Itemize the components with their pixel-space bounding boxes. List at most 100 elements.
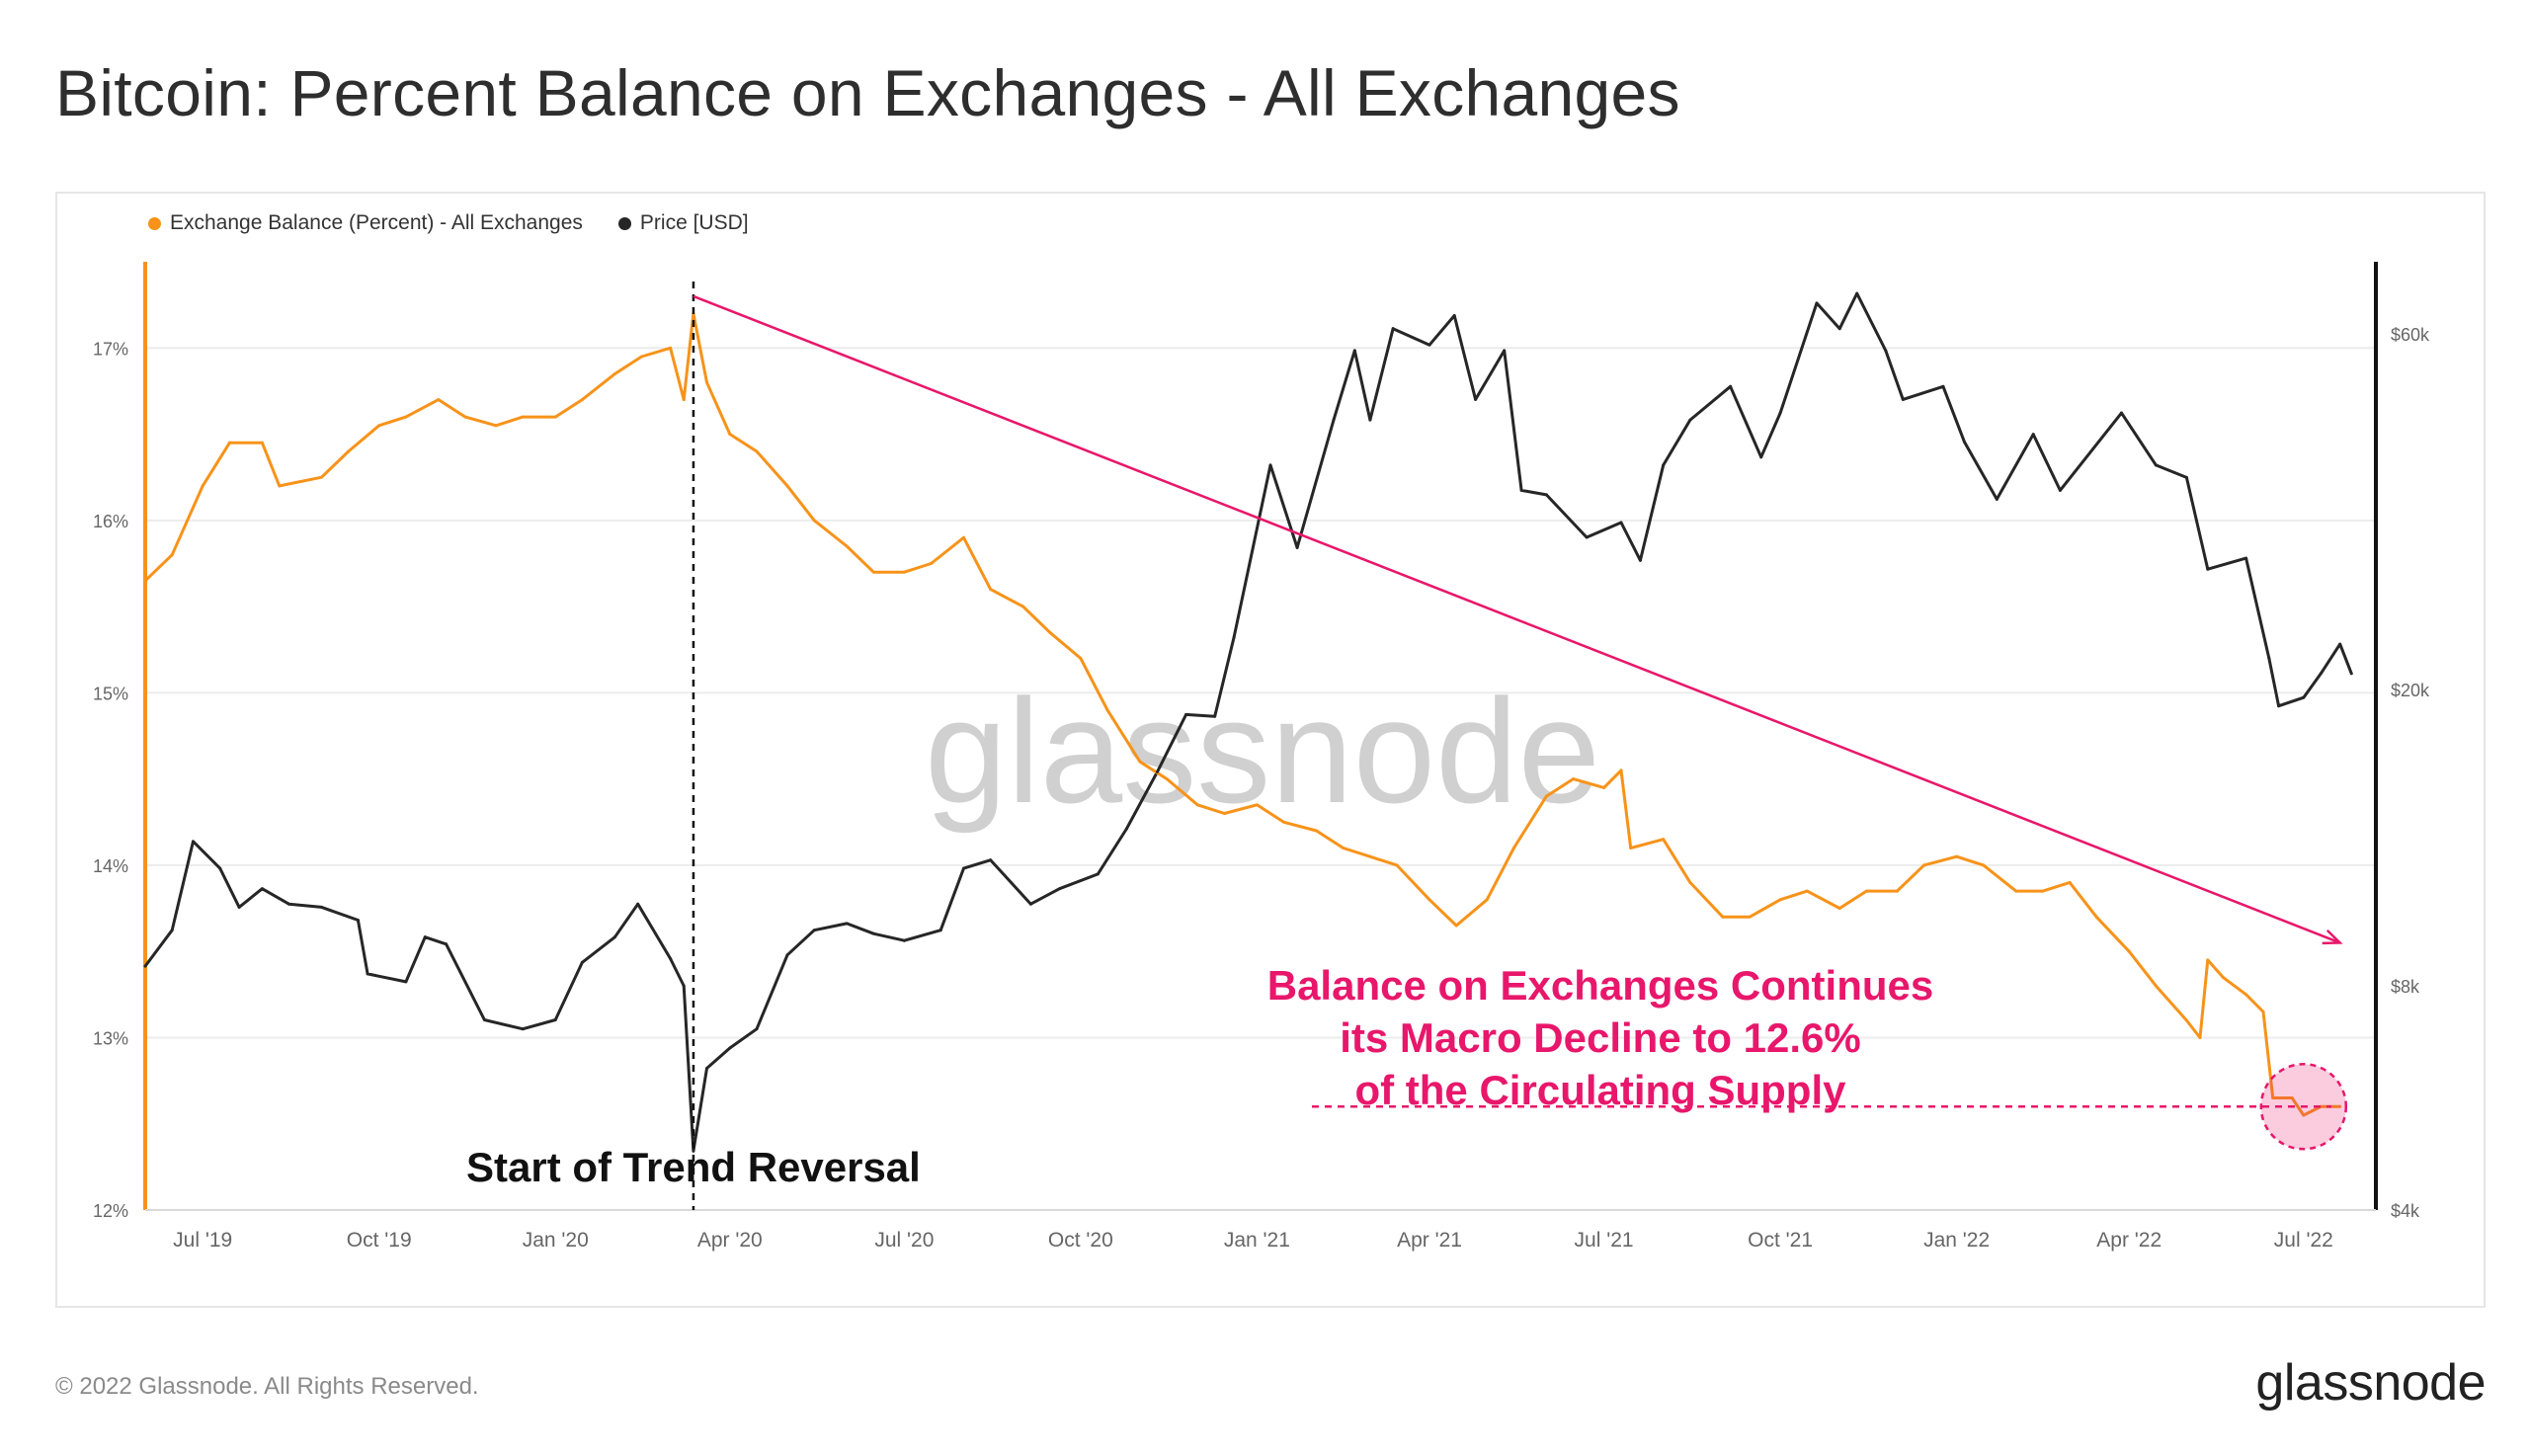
- data-point-balance: [1619, 768, 1623, 772]
- data-point-balance: [1195, 803, 1199, 807]
- data-point-balance: [463, 415, 467, 419]
- data-point-price: [962, 866, 966, 870]
- data-point-price: [902, 938, 906, 942]
- data-point-balance: [612, 371, 616, 375]
- x-tick-label: Jul '22: [2274, 1229, 2333, 1252]
- data-point-price: [1901, 397, 1905, 401]
- data-point-price: [2154, 463, 2158, 467]
- data-point-balance: [1982, 863, 1986, 867]
- callout-text: its Macro Decline to 12.6%: [1340, 1014, 1861, 1061]
- data-point-price: [705, 1066, 709, 1070]
- data-point-balance: [728, 433, 732, 437]
- data-point-balance: [2271, 1096, 2275, 1100]
- data-point-price: [1452, 314, 1456, 318]
- data-point-balance: [2221, 975, 2225, 979]
- event-label: Start of Trend Reversal: [466, 1144, 921, 1190]
- data-point-price: [1428, 343, 1431, 347]
- x-tick-label: Apr '20: [697, 1229, 763, 1252]
- x-tick-label: Jan '22: [1923, 1229, 1990, 1252]
- y-left-tick-label: 15%: [93, 684, 128, 703]
- data-point-price: [1662, 463, 1666, 467]
- data-point-price: [1352, 349, 1356, 353]
- x-tick-label: Jul '20: [874, 1229, 934, 1252]
- data-point-balance: [1837, 907, 1841, 911]
- y-left-tick-label: 16%: [93, 512, 128, 531]
- data-point-price: [2338, 642, 2342, 646]
- y-left-tick-label: 12%: [93, 1201, 128, 1221]
- footer-copyright: © 2022 Glassnode. All Rights Reserved.: [55, 1373, 479, 1400]
- data-point-balance: [580, 398, 584, 402]
- highlight-circle: [2259, 1063, 2348, 1151]
- data-point-balance: [2206, 958, 2210, 962]
- data-point-price: [1295, 545, 1299, 549]
- data-point-balance: [1342, 846, 1346, 849]
- data-point-price: [1815, 301, 1819, 305]
- y-right-tick-label: $60k: [2391, 325, 2430, 345]
- data-point-price: [612, 935, 616, 939]
- data-point-balance: [962, 535, 966, 539]
- data-point-balance: [347, 449, 351, 453]
- footer-logo[interactable]: glassnode: [2255, 1354, 2486, 1412]
- x-tick-label: Oct '21: [1748, 1229, 1813, 1252]
- data-point-price: [845, 922, 849, 926]
- series-lines: [143, 291, 2353, 1153]
- data-point-price: [1184, 712, 1188, 716]
- data-point-balance: [1485, 898, 1489, 902]
- data-point-price: [728, 1046, 732, 1050]
- data-point-price: [669, 957, 673, 961]
- data-point-price: [445, 942, 449, 946]
- data-point-balance: [1922, 863, 1926, 867]
- legend-item-balance[interactable]: Exchange Balance (Percent) - All Exchang…: [148, 211, 583, 235]
- x-tick-label: Oct '20: [1048, 1229, 1113, 1252]
- legend-dot-balance: [148, 216, 161, 230]
- data-point-balance: [755, 449, 759, 453]
- data-point-price: [482, 1017, 486, 1021]
- data-point-balance: [1138, 760, 1142, 764]
- data-point-price: [320, 905, 324, 909]
- data-point-price: [2184, 475, 2188, 479]
- data-point-balance: [1688, 880, 1692, 884]
- data-point-balance: [2127, 949, 2131, 953]
- data-point-balance: [437, 398, 441, 402]
- x-tick-label: Jan '21: [1224, 1229, 1290, 1252]
- data-point-balance: [1368, 854, 1372, 858]
- data-point-price: [2302, 695, 2306, 699]
- data-point-balance: [1428, 898, 1431, 902]
- data-point-balance: [930, 561, 934, 565]
- data-point-price: [521, 1027, 525, 1031]
- data-point-balance: [2198, 1035, 2202, 1039]
- data-point-price: [404, 980, 408, 984]
- data-point-balance: [2290, 1096, 2294, 1100]
- legend-dot-price: [617, 216, 631, 230]
- data-point-price: [1124, 827, 1128, 831]
- data-point-balance: [1662, 838, 1666, 842]
- data-point-price: [1941, 384, 1945, 388]
- data-point-balance: [2261, 1010, 2265, 1013]
- legend-item-price[interactable]: Price [USD]: [617, 211, 749, 235]
- data-point-price: [1232, 635, 1236, 639]
- data-point-price: [2119, 411, 2123, 415]
- data-point-balance: [989, 588, 993, 592]
- data-point-price: [1391, 327, 1395, 331]
- y-right-tick-label: $4k: [2391, 1201, 2420, 1221]
- data-point-price: [1332, 418, 1336, 422]
- data-point-price: [1268, 463, 1272, 467]
- data-point-price: [1619, 521, 1623, 525]
- x-tick-label: Oct '19: [347, 1229, 412, 1252]
- data-point-balance: [1165, 777, 1169, 781]
- data-point-balance: [1748, 915, 1752, 919]
- data-point-balance: [278, 484, 282, 488]
- data-point-balance: [1629, 846, 1633, 849]
- data-point-price: [1995, 497, 1999, 501]
- page-title: Bitcoin: Percent Balance on Exchanges - …: [55, 56, 1680, 129]
- x-tick-label: Jan '20: [523, 1229, 589, 1252]
- data-point-balance: [812, 519, 816, 523]
- data-point-price: [1855, 291, 1859, 295]
- data-point-price: [636, 902, 640, 906]
- data-point-balance: [404, 415, 408, 419]
- data-point-price: [218, 866, 222, 870]
- data-point-balance: [170, 553, 174, 557]
- data-point-price: [553, 1017, 557, 1021]
- data-point-price: [989, 858, 993, 862]
- data-point-price: [2058, 488, 2062, 492]
